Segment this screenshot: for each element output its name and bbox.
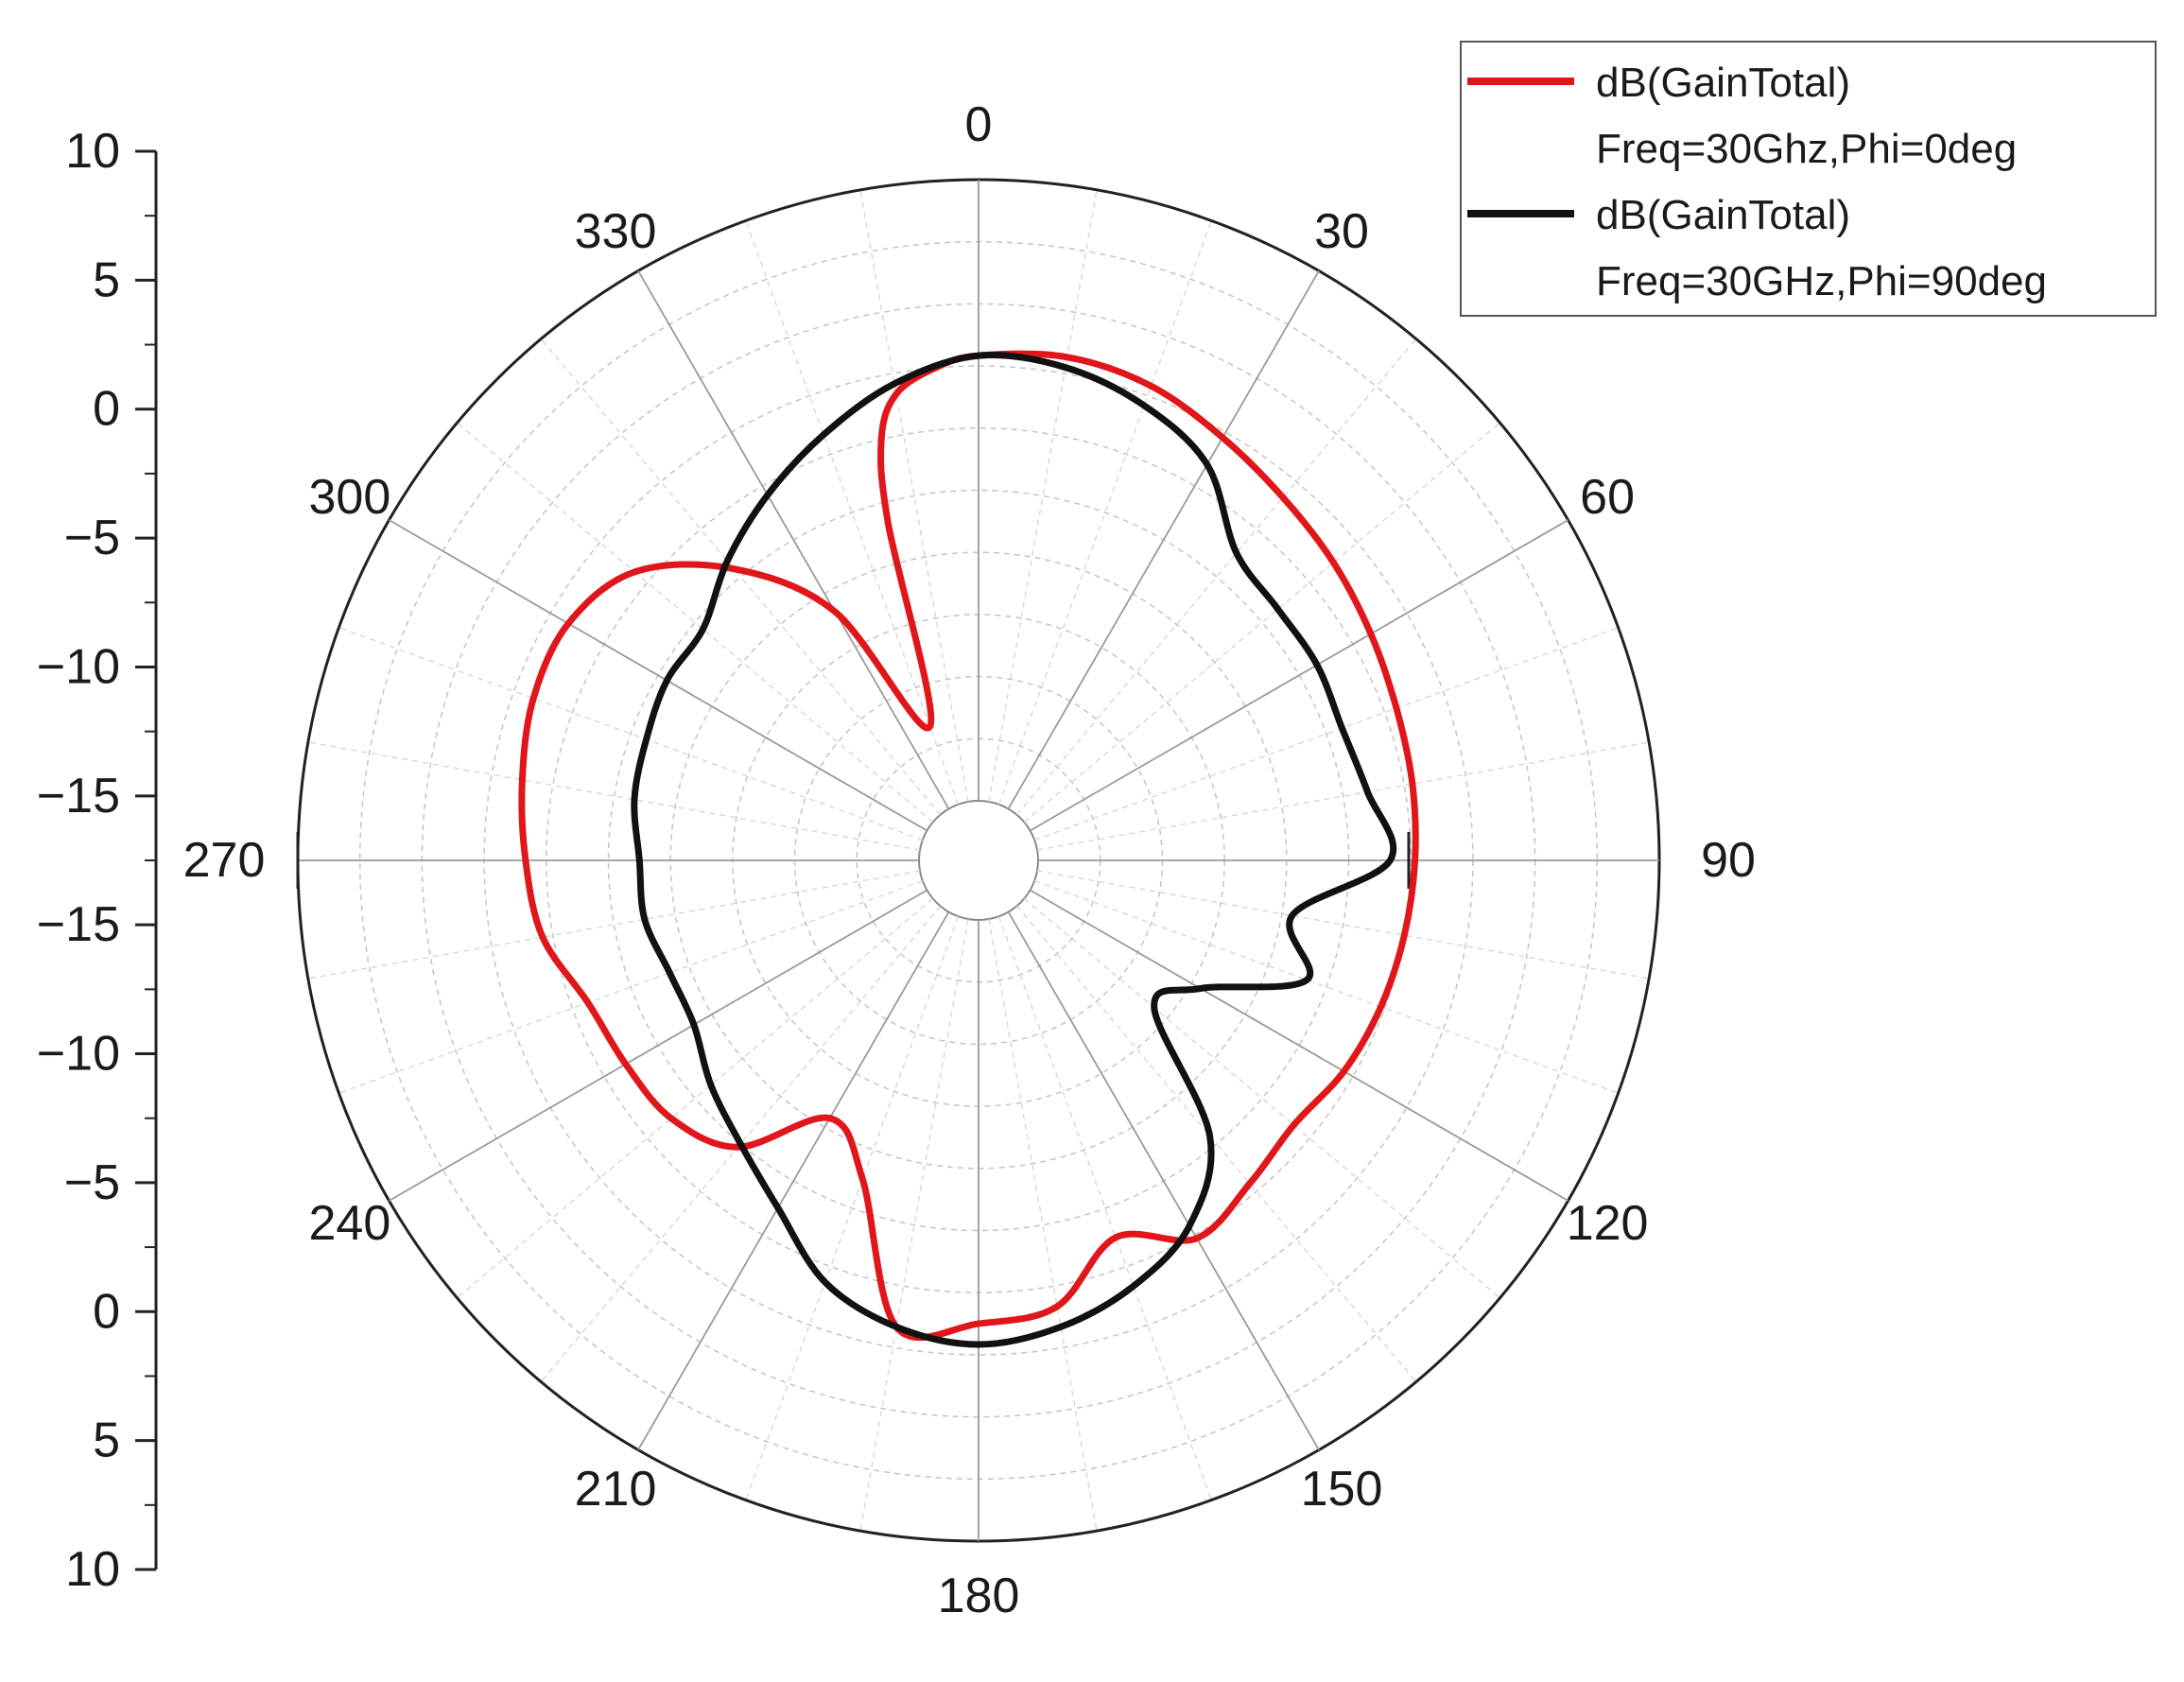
angle-tick-label: 30 — [1314, 204, 1369, 259]
radial-tick-label: −10 — [37, 1027, 120, 1082]
angle-tick-label: 90 — [1701, 833, 1756, 888]
radial-tick-label: −5 — [64, 511, 120, 565]
radial-tick-label: 10 — [65, 1542, 120, 1597]
grid-minor-spoke — [540, 338, 942, 816]
grid-major-spoke — [637, 911, 950, 1450]
grid-major-spoke — [389, 889, 927, 1202]
grid-minor-spoke — [457, 422, 934, 824]
radial-tick-label: −10 — [37, 639, 120, 694]
radial-tick-label: 5 — [93, 252, 120, 307]
grid-major-spoke — [389, 519, 927, 832]
grid-minor-spoke — [1023, 422, 1500, 824]
polar-grid — [296, 178, 1661, 1543]
angle-tick-labels: 0 30 60 90 120 150 180 210 240 270 300 330 — [183, 97, 1756, 1623]
grid-minor-spoke — [307, 741, 921, 851]
radial-tick-label: 10 — [65, 124, 120, 179]
grid-major-spoke — [1030, 519, 1569, 832]
grid-minor-spoke — [988, 189, 1098, 803]
series-lines — [518, 350, 1419, 1348]
legend: dB(GainTotal) Freq=30Ghz,Phi=0deg dB(Gai… — [1460, 41, 2157, 317]
legend-series-1-name: dB(GainTotal) — [1596, 192, 1850, 238]
inner-circle — [918, 800, 1039, 921]
angle-tick-label: 180 — [938, 1569, 1020, 1623]
legend-box — [1460, 41, 2157, 317]
grid-minor-spoke — [457, 897, 934, 1299]
radial-tick-label: −15 — [37, 769, 120, 824]
angle-tick-label: 240 — [309, 1196, 391, 1251]
angle-tick-label: 210 — [575, 1462, 657, 1517]
grid-major-spoke — [1030, 889, 1569, 1202]
radial-tick-label: 0 — [93, 1284, 120, 1339]
grid-minor-spoke — [307, 870, 921, 980]
legend-series-0-subtitle: Freq=30Ghz,Phi=0deg — [1596, 126, 2017, 172]
legend-series-1-subtitle: Freq=30GHz,Phi=90deg — [1596, 258, 2047, 304]
radial-tick-label: 5 — [93, 1413, 120, 1468]
angle-tick-label: 330 — [575, 204, 657, 259]
angle-tick-label: 0 — [965, 97, 993, 152]
angle-tick-label: 270 — [183, 833, 266, 888]
grid-minor-spoke — [1023, 897, 1500, 1299]
series-line-1 — [631, 351, 1397, 1348]
grid-major-spoke — [1007, 911, 1320, 1450]
radial-tick-label: −15 — [37, 897, 120, 952]
radial-tick-label: 0 — [93, 382, 120, 437]
angle-tick-label: 150 — [1301, 1462, 1383, 1517]
grid-major-spoke — [1007, 270, 1320, 809]
radial-tick-label: −5 — [64, 1155, 120, 1210]
legend-series-0-name: dB(GainTotal) — [1596, 60, 1850, 106]
angle-tick-label: 60 — [1580, 470, 1635, 525]
radial-axis: 10 5 0 −5 −10 −15 −15 −10 −5 0 5 10 — [37, 124, 158, 1597]
angle-tick-label: 300 — [309, 470, 391, 525]
grid-major-spoke — [637, 270, 950, 809]
grid-minor-spoke — [988, 918, 1098, 1532]
series-line-0 — [518, 350, 1419, 1342]
angle-tick-label: 120 — [1567, 1196, 1649, 1251]
